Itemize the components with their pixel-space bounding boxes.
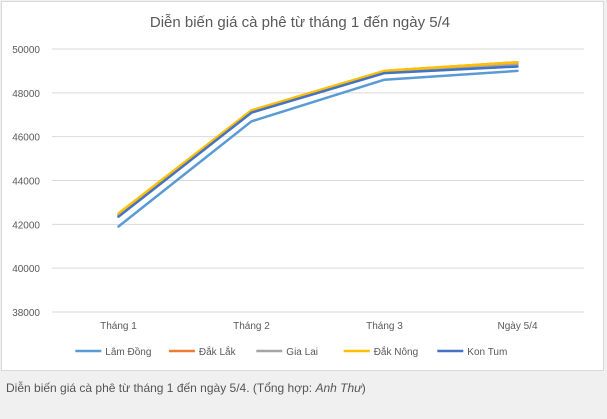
y-tick-label: 42000 (12, 220, 40, 231)
caption-author: Anh Thư (315, 381, 362, 395)
series-line (117, 63, 519, 217)
caption-text: Diễn biến giá cà phê từ tháng 1 đến ngày… (6, 381, 316, 395)
image-caption: Diễn biến giá cà phê từ tháng 1 đến ngày… (6, 381, 366, 395)
chart-series (117, 60, 519, 228)
y-tick-label: 44000 (12, 177, 40, 188)
series-line (117, 69, 519, 228)
y-tick-label: 38000 (12, 308, 40, 319)
series-line (117, 60, 519, 215)
chart-grid (52, 48, 584, 313)
y-tick-label: 40000 (12, 264, 40, 275)
chart-legend: Lâm Đồng Đắk Lắk Gia Lai Đắk Nông Kon Tum (75, 345, 507, 358)
y-axis: 38000 40000 42000 44000 46000 48000 50000 (12, 45, 40, 319)
chart-title: Diễn biến giá cà phê từ tháng 1 đến ngày… (150, 14, 450, 31)
x-tick-label: Tháng 1 (100, 321, 137, 332)
line-chart: Diễn biến giá cà phê từ tháng 1 đến ngày… (12, 14, 584, 358)
y-tick-label: 48000 (12, 89, 40, 100)
x-tick-label: Tháng 2 (233, 321, 270, 332)
y-tick-label: 46000 (12, 133, 40, 144)
x-tick-label: Ngày 5/4 (497, 321, 537, 332)
series-line (117, 60, 519, 216)
y-tick-label: 50000 (12, 45, 40, 56)
legend-label: Đắk Lắk (199, 345, 237, 358)
caption-closing: ) (361, 381, 366, 395)
legend-label: Gia Lai (286, 347, 318, 358)
legend-label: Đắk Nông (374, 345, 418, 358)
x-tick-label: Tháng 3 (366, 321, 403, 332)
legend-label: Kon Tum (467, 347, 507, 358)
x-axis: Tháng 1 Tháng 2 Tháng 3 Ngày 5/4 (100, 321, 538, 332)
legend-label: Lâm Đồng (105, 346, 151, 358)
series-line (117, 65, 519, 218)
